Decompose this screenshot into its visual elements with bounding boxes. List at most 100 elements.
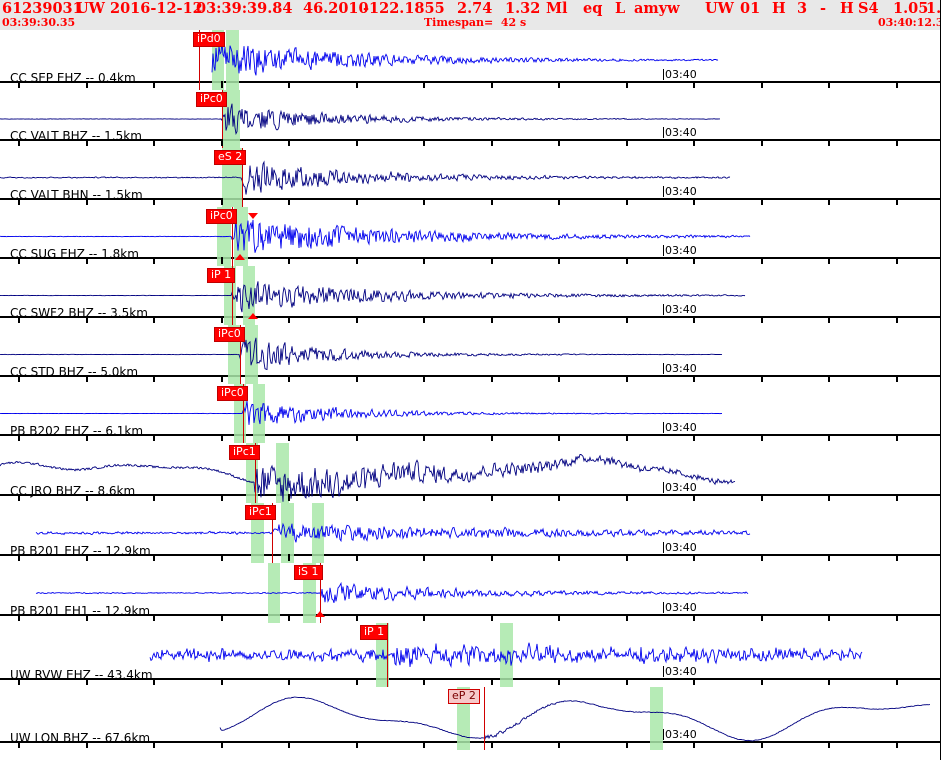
axis-tick xyxy=(896,741,898,748)
pick-marker-line[interactable] xyxy=(243,384,244,443)
trace-panel[interactable] xyxy=(0,207,941,266)
pick-marker-line[interactable] xyxy=(232,207,233,266)
trace-panel[interactable] xyxy=(0,503,941,563)
pick-marker-line[interactable] xyxy=(272,503,273,563)
waveform-trace xyxy=(35,522,751,543)
phase-pick-label[interactable]: eS 2 xyxy=(214,150,247,165)
h-flag-1: H xyxy=(772,0,786,17)
trace-panel[interactable] xyxy=(0,623,941,687)
axis-tick xyxy=(288,434,290,441)
phase-pick-label[interactable]: iPd0 xyxy=(193,32,225,47)
channel-label: CC STD BHZ -- 5.0km xyxy=(10,365,139,379)
axis-tick xyxy=(423,375,425,382)
axis-tick xyxy=(153,494,155,501)
auth-network: UW xyxy=(705,0,734,17)
event-latitude: 46.2010 xyxy=(303,0,369,17)
axis-tick xyxy=(626,81,628,88)
waveform-trace xyxy=(0,281,746,313)
axis-tick xyxy=(491,81,493,88)
channel-label: PB B201 EH1 -- 12.9km xyxy=(10,604,151,618)
trace-panel[interactable] xyxy=(0,384,941,443)
phase-pick-label[interactable]: iS 1 xyxy=(294,565,323,580)
pick-marker-line[interactable] xyxy=(222,90,223,148)
trace-panel[interactable] xyxy=(0,266,941,325)
phase-pick-label[interactable]: iPc1 xyxy=(245,505,276,520)
phase-pick-label[interactable]: iP 1 xyxy=(360,625,389,640)
trace-panel[interactable] xyxy=(0,148,941,207)
axis-tick xyxy=(491,554,493,561)
network-code: UW xyxy=(76,0,105,17)
time-axis-label: 03:40 xyxy=(665,126,697,139)
phase-pick-label[interactable]: iPc0 xyxy=(196,92,227,107)
axis-tick xyxy=(18,494,20,501)
axis-tick xyxy=(558,375,560,382)
time-axis-ticks xyxy=(0,257,941,265)
axis-tick xyxy=(86,81,88,88)
panel-separator xyxy=(0,494,941,496)
axis-tick xyxy=(693,741,695,748)
phase-pick-label[interactable]: iPc0 xyxy=(217,386,248,401)
axis-tick xyxy=(356,139,358,146)
pick-marker-line[interactable] xyxy=(320,563,321,623)
axis-tick xyxy=(86,139,88,146)
trace-panel[interactable] xyxy=(0,90,941,148)
axis-tick xyxy=(693,494,695,501)
axis-tick xyxy=(356,81,358,88)
axis-tick xyxy=(221,375,223,382)
panel-separator xyxy=(0,81,941,83)
phase-pick-label[interactable]: iP 1 xyxy=(207,268,236,283)
axis-tick xyxy=(828,81,830,88)
trace-panel[interactable] xyxy=(0,30,941,90)
pick-marker-line[interactable] xyxy=(484,687,485,750)
axis-tick xyxy=(221,741,223,748)
axis-tick xyxy=(626,139,628,146)
h-flag-2: H xyxy=(840,0,854,17)
pick-window-highlight xyxy=(253,384,265,443)
axis-tick xyxy=(423,434,425,441)
phase-pick-label[interactable]: iPc0 xyxy=(214,327,245,342)
axis-tick xyxy=(558,81,560,88)
trace-panel[interactable] xyxy=(0,443,941,503)
axis-tick xyxy=(761,434,763,441)
axis-tick xyxy=(288,316,290,323)
event-magnitude: 1.32 xyxy=(505,0,541,17)
axis-tick xyxy=(153,198,155,205)
phase-pick-label[interactable]: iPc1 xyxy=(229,445,260,460)
pick-marker-line[interactable] xyxy=(199,30,200,90)
time-axis-label: 03:40 xyxy=(665,244,697,257)
phase-pick-label[interactable]: eP 2 xyxy=(448,689,480,704)
axis-tick xyxy=(86,316,88,323)
pick-marker-line[interactable] xyxy=(255,443,256,503)
axis-tick xyxy=(288,678,290,685)
axis-tick xyxy=(18,375,20,382)
panel-separator xyxy=(0,678,941,680)
process-flags: amyw xyxy=(634,0,680,17)
waveform-trace xyxy=(0,160,731,195)
phase-pick-label[interactable]: iPc0 xyxy=(206,209,237,224)
axis-tick xyxy=(153,614,155,621)
axis-tick xyxy=(828,257,830,264)
axis-tick-major xyxy=(663,304,664,315)
axis-tick xyxy=(221,554,223,561)
axis-tick xyxy=(558,139,560,146)
axis-tick xyxy=(896,494,898,501)
waveform-trace xyxy=(0,400,723,425)
pick-marker-line[interactable] xyxy=(242,148,243,207)
pick-marker-line[interactable] xyxy=(232,266,233,325)
pick-marker-line[interactable] xyxy=(240,325,241,384)
time-axis-ticks xyxy=(0,434,941,442)
axis-tick xyxy=(828,434,830,441)
axis-tick xyxy=(491,494,493,501)
axis-tick xyxy=(153,316,155,323)
axis-tick xyxy=(221,316,223,323)
axis-tick xyxy=(491,434,493,441)
axis-tick xyxy=(18,434,20,441)
axis-tick xyxy=(896,316,898,323)
axis-tick xyxy=(221,494,223,501)
pick-marker-line[interactable] xyxy=(387,623,388,687)
axis-tick xyxy=(221,678,223,685)
trace-panel[interactable] xyxy=(0,563,941,623)
time-axis-ticks xyxy=(0,614,941,622)
axis-tick xyxy=(153,81,155,88)
axis-tick xyxy=(626,494,628,501)
